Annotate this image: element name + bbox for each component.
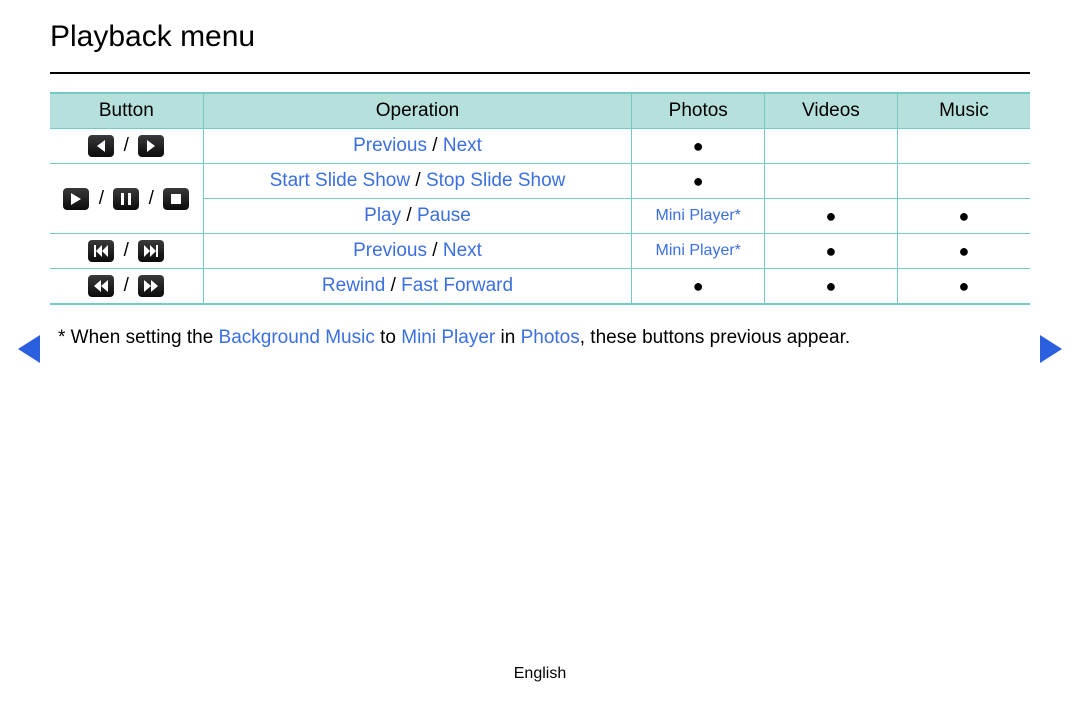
next-page-arrow[interactable] bbox=[1040, 335, 1062, 363]
videos-cell bbox=[765, 129, 898, 164]
videos-cell bbox=[765, 164, 898, 199]
music-cell bbox=[897, 164, 1030, 199]
rewind-icon bbox=[88, 275, 114, 297]
photos-cell: ● bbox=[632, 129, 765, 164]
fast-forward-icon bbox=[138, 275, 164, 297]
footnote-text: in bbox=[495, 327, 520, 348]
videos-cell: ● bbox=[765, 269, 898, 305]
skip-next-icon bbox=[138, 240, 164, 262]
play-icon bbox=[63, 188, 89, 210]
button-cell: / bbox=[50, 234, 203, 269]
operation-cell: Rewind / Fast Forward bbox=[203, 269, 632, 305]
op-sep: / bbox=[401, 205, 417, 226]
footnote-link: Photos bbox=[521, 327, 580, 348]
op-sep: / bbox=[385, 275, 401, 296]
op-link: Rewind bbox=[322, 275, 385, 296]
op-link: Start Slide Show bbox=[270, 170, 410, 191]
op-sep: / bbox=[410, 170, 426, 191]
photos-cell: Mini Player* bbox=[632, 199, 765, 234]
photos-cell: Mini Player* bbox=[632, 234, 765, 269]
op-link: Fast Forward bbox=[401, 275, 513, 296]
music-cell: ● bbox=[897, 269, 1030, 305]
prev-page-arrow[interactable] bbox=[18, 335, 40, 363]
music-cell: ● bbox=[897, 199, 1030, 234]
footnote-text: to bbox=[375, 327, 401, 348]
operation-cell: Previous / Next bbox=[203, 234, 632, 269]
music-cell: ● bbox=[897, 234, 1030, 269]
footnote-text: , these buttons previous appear. bbox=[580, 327, 850, 348]
op-sep: / bbox=[427, 135, 443, 156]
op-link: Previous bbox=[353, 135, 427, 156]
title-underline bbox=[50, 72, 1030, 74]
op-link: Previous bbox=[353, 240, 427, 261]
footnote-link: Mini Player bbox=[401, 327, 495, 348]
pause-icon bbox=[113, 188, 139, 210]
footer-language: English bbox=[0, 665, 1080, 683]
page-title: Playback menu bbox=[50, 20, 1030, 54]
slash: / bbox=[149, 188, 154, 209]
button-cell: / / bbox=[50, 164, 203, 234]
slash: / bbox=[124, 240, 129, 261]
header-button: Button bbox=[50, 93, 203, 129]
op-link: Stop Slide Show bbox=[426, 170, 565, 191]
right-chevron-icon bbox=[138, 135, 164, 157]
header-videos: Videos bbox=[765, 93, 898, 129]
table-row: / / Start Slide Show / Stop Slide Show ● bbox=[50, 164, 1030, 199]
music-cell bbox=[897, 129, 1030, 164]
header-photos: Photos bbox=[632, 93, 765, 129]
op-link: Play bbox=[364, 205, 401, 226]
header-operation: Operation bbox=[203, 93, 632, 129]
photos-cell: ● bbox=[632, 164, 765, 199]
videos-cell: ● bbox=[765, 199, 898, 234]
op-link: Pause bbox=[417, 205, 471, 226]
footnote-text: * When setting the bbox=[58, 327, 219, 348]
operation-cell: Previous / Next bbox=[203, 129, 632, 164]
op-link: Next bbox=[443, 135, 482, 156]
left-chevron-icon bbox=[88, 135, 114, 157]
footnote: * When setting the Background Music to M… bbox=[50, 327, 1030, 349]
slash: / bbox=[99, 188, 104, 209]
footnote-link: Background Music bbox=[219, 327, 375, 348]
header-music: Music bbox=[897, 93, 1030, 129]
button-cell: / bbox=[50, 269, 203, 305]
operation-cell: Start Slide Show / Stop Slide Show bbox=[203, 164, 632, 199]
table-row: / Previous / Next Mini Player* ● ● bbox=[50, 234, 1030, 269]
operation-cell: Play / Pause bbox=[203, 199, 632, 234]
slash: / bbox=[124, 275, 129, 296]
playback-table: Button Operation Photos Videos Music / P… bbox=[50, 92, 1030, 305]
skip-prev-icon bbox=[88, 240, 114, 262]
button-cell: / bbox=[50, 129, 203, 164]
photos-cell: ● bbox=[632, 269, 765, 305]
table-row: / Rewind / Fast Forward ● ● ● bbox=[50, 269, 1030, 305]
stop-icon bbox=[163, 188, 189, 210]
videos-cell: ● bbox=[765, 234, 898, 269]
table-row: / Previous / Next ● bbox=[50, 129, 1030, 164]
slash: / bbox=[124, 135, 129, 156]
op-link: Next bbox=[443, 240, 482, 261]
op-sep: / bbox=[427, 240, 443, 261]
